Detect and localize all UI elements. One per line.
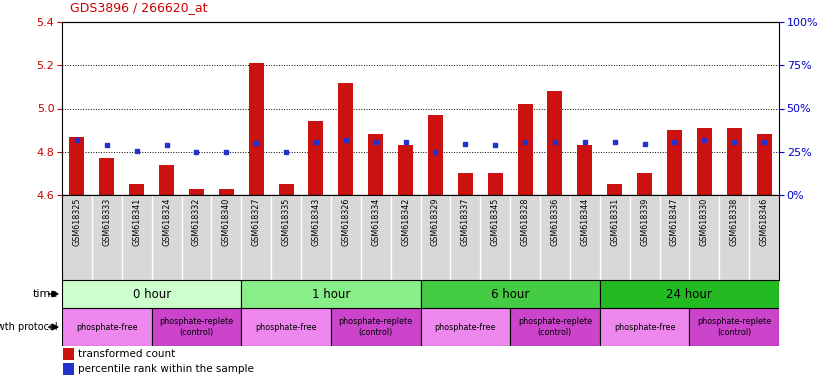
Text: GSM618336: GSM618336 — [550, 197, 559, 246]
Bar — [63, 348, 74, 359]
Text: GSM618334: GSM618334 — [371, 197, 380, 246]
Text: phosphate-replete
(control): phosphate-replete (control) — [518, 317, 592, 337]
Text: GSM618347: GSM618347 — [670, 197, 679, 246]
Bar — [398, 145, 413, 195]
Bar — [637, 173, 652, 195]
Bar — [219, 189, 234, 195]
Bar — [608, 184, 622, 195]
Bar — [369, 134, 383, 195]
Text: GSM618341: GSM618341 — [132, 197, 141, 246]
Text: GSM618345: GSM618345 — [491, 197, 500, 246]
Bar — [62, 308, 152, 346]
Text: 1 hour: 1 hour — [312, 288, 350, 301]
Bar — [510, 308, 600, 346]
Text: GSM618330: GSM618330 — [699, 197, 709, 246]
Bar — [420, 308, 510, 346]
Text: phosphate-replete
(control): phosphate-replete (control) — [159, 317, 233, 337]
Bar — [488, 173, 502, 195]
Text: GDS3896 / 266620_at: GDS3896 / 266620_at — [71, 1, 208, 14]
Bar — [548, 91, 562, 195]
Text: phosphate-free: phosphate-free — [255, 323, 317, 331]
Bar — [152, 308, 241, 346]
Text: 6 hour: 6 hour — [491, 288, 530, 301]
Text: phosphate-free: phosphate-free — [434, 323, 496, 331]
Bar — [517, 104, 533, 195]
Text: GSM618343: GSM618343 — [311, 197, 320, 246]
Text: phosphate-replete
(control): phosphate-replete (control) — [697, 317, 771, 337]
Bar — [458, 173, 473, 195]
Text: GSM618332: GSM618332 — [192, 197, 201, 246]
Text: growth protocol: growth protocol — [0, 322, 58, 332]
Text: GSM618324: GSM618324 — [162, 197, 171, 246]
Text: GSM618326: GSM618326 — [342, 197, 351, 246]
Bar — [189, 189, 204, 195]
Bar — [129, 184, 144, 195]
Bar — [338, 83, 353, 195]
Text: GSM618328: GSM618328 — [521, 197, 530, 246]
Text: time: time — [33, 289, 58, 299]
Text: GSM618333: GSM618333 — [103, 197, 112, 246]
Text: 24 hour: 24 hour — [667, 288, 713, 301]
Bar — [667, 130, 682, 195]
Bar — [309, 121, 323, 195]
Bar — [331, 308, 420, 346]
Bar — [278, 184, 294, 195]
Text: GSM618340: GSM618340 — [222, 197, 231, 246]
Bar — [428, 115, 443, 195]
Text: GSM618331: GSM618331 — [610, 197, 619, 246]
Bar — [70, 137, 85, 195]
Text: phosphate-free: phosphate-free — [76, 323, 138, 331]
Text: GSM618325: GSM618325 — [72, 197, 81, 246]
Text: GSM618344: GSM618344 — [580, 197, 589, 246]
Bar — [420, 280, 600, 308]
Bar — [727, 128, 741, 195]
Text: GSM618342: GSM618342 — [401, 197, 410, 246]
Bar — [249, 63, 264, 195]
Bar — [99, 158, 114, 195]
Bar — [600, 308, 690, 346]
Bar — [241, 308, 331, 346]
Text: transformed count: transformed count — [78, 349, 175, 359]
Bar — [757, 134, 772, 195]
Text: GSM618338: GSM618338 — [730, 197, 739, 246]
Bar — [241, 280, 420, 308]
Bar — [600, 280, 779, 308]
Text: GSM618337: GSM618337 — [461, 197, 470, 246]
Bar — [63, 363, 74, 374]
Text: percentile rank within the sample: percentile rank within the sample — [78, 364, 254, 374]
Bar — [159, 165, 174, 195]
Text: GSM618329: GSM618329 — [431, 197, 440, 246]
Text: GSM618339: GSM618339 — [640, 197, 649, 246]
Bar — [690, 308, 779, 346]
Bar — [577, 145, 592, 195]
Bar — [697, 128, 712, 195]
Text: GSM618335: GSM618335 — [282, 197, 291, 246]
Text: phosphate-free: phosphate-free — [614, 323, 676, 331]
Text: GSM618327: GSM618327 — [252, 197, 261, 246]
Text: phosphate-replete
(control): phosphate-replete (control) — [338, 317, 413, 337]
Text: GSM618346: GSM618346 — [759, 197, 768, 246]
Text: 0 hour: 0 hour — [132, 288, 171, 301]
Bar — [62, 280, 241, 308]
